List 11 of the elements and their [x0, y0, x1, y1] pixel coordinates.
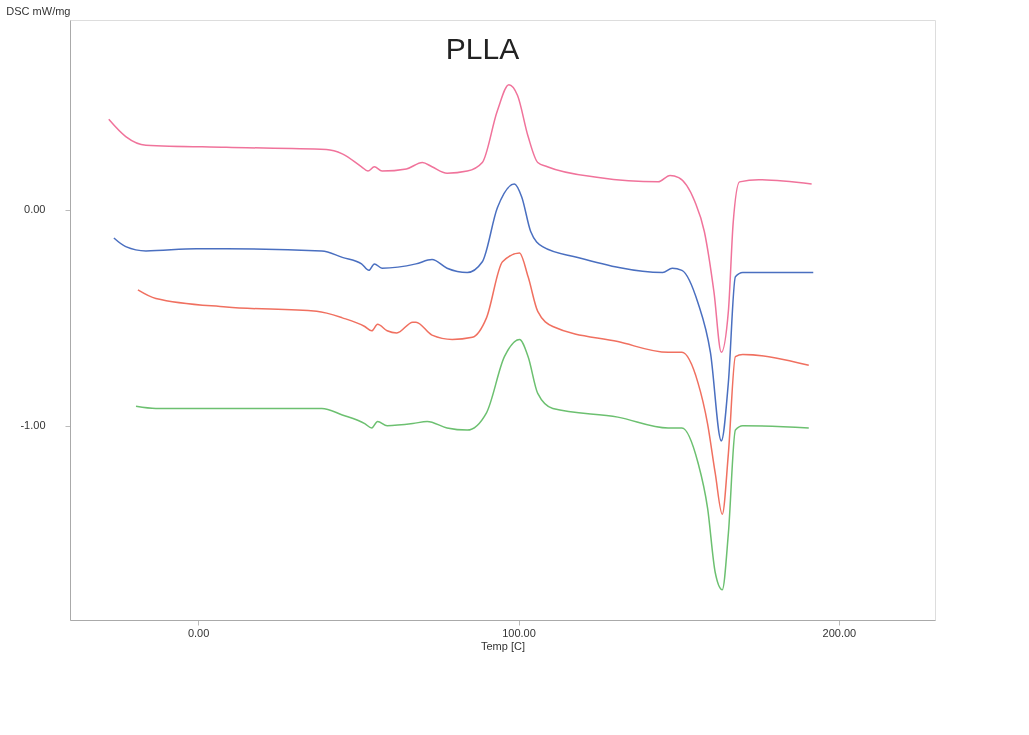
x-tick-label: 0.00: [187, 626, 210, 639]
x-axis-title: Temp [C]: [480, 639, 526, 652]
line-series: [135, 338, 810, 591]
x-tick-label: 100.00: [502, 626, 536, 639]
chart-title: PLLA: [445, 32, 520, 65]
y-tick-label: -1.00: [20, 419, 46, 432]
line-series: [137, 252, 810, 515]
x-tick-label: 200.00: [822, 626, 857, 639]
y-axis-title: DSC mW/mg: [6, 4, 71, 17]
line-series: [113, 183, 815, 442]
line-series: [108, 84, 813, 354]
